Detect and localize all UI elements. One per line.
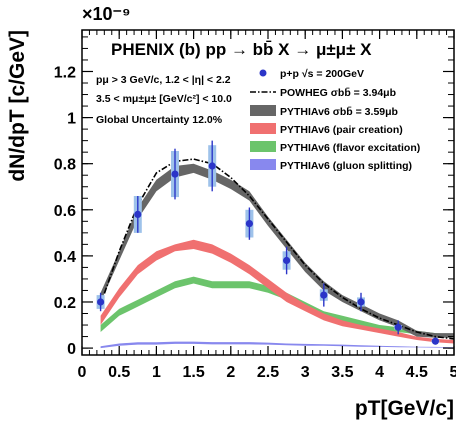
- data-point: [96, 292, 105, 312]
- y-tick-label: 0.6: [54, 203, 76, 220]
- flavor-excitation-series: [100, 276, 454, 337]
- x-tick-label: 0: [78, 364, 87, 381]
- pair-creation-band: [100, 239, 454, 344]
- cut-text-3: Global Uncertainty 12.0%: [96, 114, 223, 126]
- data-point: [208, 140, 217, 192]
- gluon-splitting-band: [100, 341, 454, 349]
- data-marker: [283, 256, 291, 265]
- y-tick-label: 1.2: [54, 64, 76, 81]
- y-tick-label: 0.8: [54, 157, 76, 174]
- x-tick-label: 4: [375, 364, 384, 381]
- data-marker: [97, 298, 105, 306]
- legend-pythia-label: PYTHIAv6 σbb̄ = 3.59μb: [280, 106, 398, 118]
- cut-text-1: pμ > 3 GeV/c, 1.2 < |η| < 2.2: [96, 74, 231, 86]
- y-tick-label: 0: [67, 341, 76, 358]
- cut-text-2: 3.5 < mμ±μ± [GeV/c²] < 10.0: [96, 93, 232, 105]
- legend-pair-swatch: [250, 123, 276, 134]
- x-tick-label: 5: [450, 364, 456, 381]
- data-point: [394, 320, 403, 335]
- data-point: [431, 337, 440, 345]
- legend-powheg-label: POWHEG σbb̄ = 3.94μb: [280, 87, 396, 99]
- chart-title: PHENIX (b) pp → bb̄ X → μ±μ± X: [111, 40, 372, 59]
- y-multiplier: ×10⁻⁹: [82, 4, 131, 24]
- gluon-splitting-series: [100, 341, 454, 349]
- y-tick-label: 0.4: [54, 249, 76, 266]
- data-point: [133, 196, 142, 233]
- legend: p+p √s = 200GeV POWHEG σbb̄ = 3.94μb PYT…: [250, 68, 420, 172]
- x-tick-label: 3: [301, 364, 310, 381]
- x-tick-label: 1.5: [182, 364, 204, 381]
- y-axis-title: dN/dpT [c/GeV]: [6, 30, 29, 182]
- y-tick-label: 1: [67, 111, 76, 128]
- x-tick-label: 0.5: [108, 364, 130, 381]
- legend-flavor-swatch: [250, 141, 276, 152]
- legend-data-label: p+p √s = 200GeV: [280, 68, 364, 80]
- x-tick-label: 4.5: [406, 364, 428, 381]
- data-marker: [208, 162, 216, 170]
- legend-pair-label: PYTHIAv6 (pair creation): [280, 124, 403, 136]
- data-marker: [394, 323, 402, 331]
- legend-gluon-label: PYTHIAv6 (gluon splitting): [280, 160, 412, 172]
- powheg-curve: [99, 158, 455, 340]
- legend-gluon-swatch: [250, 159, 276, 170]
- axis-ticks: 0 0.5 1 1.5 2 2.5 3 3.5 4 4.5 5 0 0.2 0.4 0.6 0.8 1 1.2: [54, 30, 456, 381]
- data-point: [357, 292, 365, 312]
- data-point: [282, 246, 291, 275]
- x-tick-label: 2.5: [257, 364, 279, 381]
- x-tick-label: 1: [152, 364, 161, 381]
- legend-pythia-swatch: [250, 105, 276, 116]
- data-marker: [171, 170, 179, 178]
- x-tick-label: 2: [226, 364, 235, 381]
- pair-creation-series: [100, 239, 454, 344]
- legend-flavor-label: PYTHIAv6 (flavor excitation): [280, 142, 420, 154]
- data-series: [96, 140, 440, 345]
- data-marker: [431, 337, 439, 345]
- y-tick-label: 0.2: [54, 295, 76, 312]
- data-marker: [357, 298, 365, 306]
- data-point: [319, 283, 328, 307]
- data-point: [245, 207, 254, 240]
- flavor-excitation-band: [100, 276, 454, 337]
- legend-data-marker: [259, 69, 267, 77]
- data-marker: [245, 220, 253, 228]
- x-tick-label: 3.5: [331, 364, 353, 381]
- data-point: [171, 148, 179, 200]
- data-marker: [320, 291, 328, 299]
- powheg-series: [99, 158, 455, 340]
- data-marker: [134, 210, 142, 218]
- x-axis-title: pT[GeV/c]: [355, 397, 454, 420]
